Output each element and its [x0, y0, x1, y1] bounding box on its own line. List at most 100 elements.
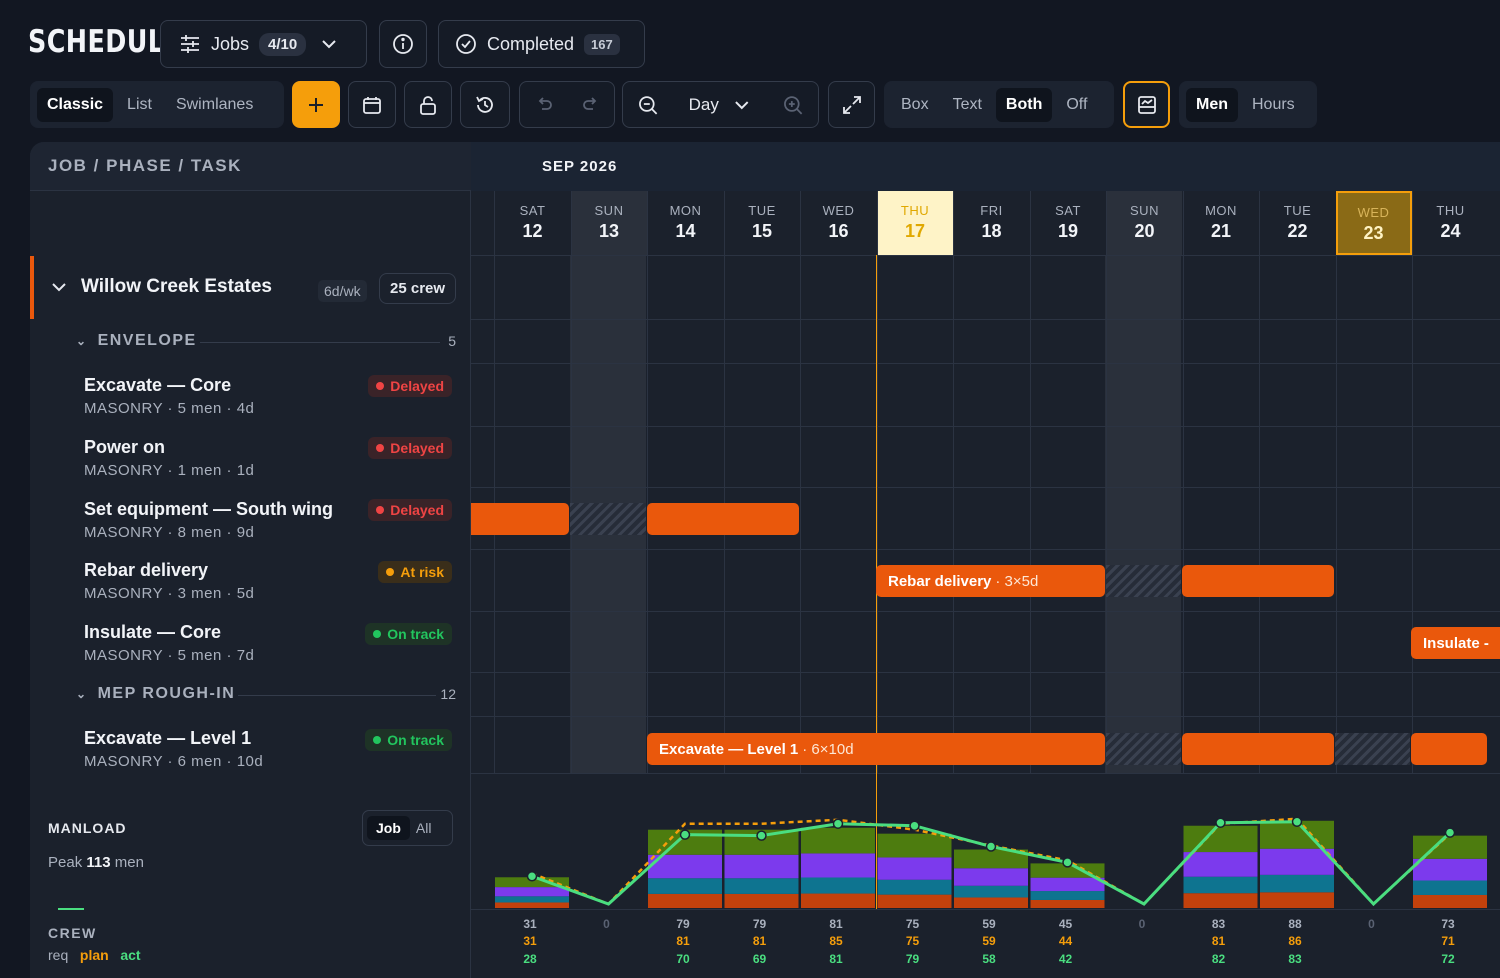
day-number: 13: [598, 221, 620, 241]
view-list[interactable]: List: [127, 95, 152, 113]
chevron-down-icon: [322, 40, 336, 49]
status-badge: Delayed: [368, 499, 452, 521]
job-row[interactable]: Willow Creek Estates 6d/wk 25 crew: [30, 256, 471, 319]
manload-panel-button[interactable]: [1123, 81, 1170, 128]
day-number: 12: [522, 221, 543, 241]
completed-toggle[interactable]: Completed 167: [438, 20, 645, 68]
add-button[interactable]: [292, 81, 340, 128]
day-header-cell[interactable]: MON 21: [1182, 191, 1259, 255]
task-bar[interactable]: [1182, 733, 1334, 765]
task-bar-insulate[interactable]: Insulate -: [1411, 627, 1500, 659]
crew-req-value: 45: [1058, 917, 1073, 931]
view-classic[interactable]: Classic: [37, 87, 114, 122]
crew-req-value: 79: [676, 917, 690, 931]
chevron-down-icon: [735, 100, 749, 109]
jobs-label: Jobs: [211, 33, 250, 54]
label-both[interactable]: Both: [995, 87, 1053, 122]
label-text[interactable]: Text: [952, 95, 982, 113]
zoom-out-icon[interactable]: [637, 94, 659, 116]
actual-point: [526, 870, 538, 882]
row-divider: [30, 426, 1500, 427]
manload-bar-segment: [1413, 858, 1487, 881]
scope-job[interactable]: Job: [367, 816, 410, 840]
label-off[interactable]: Off: [1066, 95, 1088, 113]
task-bar[interactable]: [647, 503, 799, 535]
redo-icon[interactable]: [580, 94, 602, 116]
status-badge: Delayed: [368, 375, 452, 397]
scope-all[interactable]: All: [415, 820, 432, 836]
day-gridline: [1029, 255, 1031, 773]
phase-name: MEP ROUGH-IN: [97, 685, 236, 702]
day-header-cell[interactable]: THU 17: [876, 191, 953, 255]
phase-row-envelope[interactable]: ⌄ ENVELOPE: [76, 332, 197, 350]
manload-bar-segment: [648, 893, 722, 908]
day-header-cell[interactable]: THU 24: [1412, 191, 1488, 255]
zoom-in-icon[interactable]: [782, 94, 804, 116]
manload-bar-segment: [1413, 835, 1487, 859]
row-divider: [30, 909, 1500, 910]
day-name: MON: [1205, 203, 1237, 218]
view-swimlanes[interactable]: Swimlanes: [175, 95, 254, 113]
day-name: WED: [822, 203, 855, 218]
task-bar[interactable]: [1411, 733, 1487, 765]
label-box[interactable]: Box: [901, 95, 929, 113]
crew-legend: req plan act: [48, 947, 141, 963]
manload-bar-segment: [1183, 876, 1258, 894]
day-header-cell[interactable]: WED 16: [800, 191, 876, 255]
day-header-cell[interactable]: TUE 15: [723, 191, 800, 255]
phase-row-mep[interactable]: ⌄ MEP ROUGH-IN: [76, 685, 235, 703]
calendar-button[interactable]: [348, 81, 396, 128]
phase-name: ENVELOPE: [97, 332, 197, 349]
timeline-header: [471, 142, 1500, 191]
crew-req-value: 59: [982, 917, 996, 931]
task-list-panel: JOB / PHASE / TASK Willow Creek Estates …: [30, 142, 471, 978]
day-header-cell[interactable]: WED 23: [1335, 191, 1412, 255]
unit-hours[interactable]: Hours: [1252, 95, 1295, 113]
task-row[interactable]: Set equipment — South wing MASONRY · 8 m…: [84, 499, 333, 541]
task-bar[interactable]: [1182, 565, 1334, 597]
manload-bar-segment: [648, 878, 722, 894]
crew-title: CREW: [48, 925, 97, 941]
task-bar[interactable]: [471, 503, 569, 535]
lock-button[interactable]: [404, 81, 452, 128]
task-row[interactable]: Excavate — Core MASONRY · 5 men · 4d: [84, 375, 254, 417]
day-header-cell[interactable]: SAT 19: [1029, 191, 1106, 255]
day-header-cell[interactable]: SUN 20: [1106, 191, 1182, 255]
manload-bar-segment: [877, 833, 952, 858]
info-button[interactable]: [379, 20, 427, 68]
task-bar-excavate[interactable]: Excavate — Level 1 · 6×10d: [647, 733, 1105, 765]
day-gridline: [1335, 255, 1337, 773]
day-header-cell[interactable]: SUN 13: [570, 191, 647, 255]
fullscreen-button[interactable]: [828, 81, 875, 128]
zoom-level-select[interactable]: Day: [688, 94, 719, 114]
task-row[interactable]: Power on MASONRY · 1 men · 1d: [84, 437, 254, 479]
task-name: Excavate — Core: [84, 375, 232, 395]
day-name: TUE: [748, 203, 776, 218]
task-row[interactable]: Rebar delivery MASONRY · 3 men · 5d: [84, 560, 254, 602]
day-number: 15: [751, 221, 773, 241]
task-bar-rebar[interactable]: Rebar delivery · 3×5d: [876, 565, 1105, 597]
crew-act-value: 79: [905, 952, 920, 966]
day-number: 18: [981, 221, 1002, 241]
undo-icon[interactable]: [533, 94, 555, 116]
actual-point: [1291, 816, 1303, 827]
unit-men[interactable]: Men: [1186, 87, 1238, 122]
day-number: 24: [1440, 221, 1461, 241]
jobs-dropdown[interactable]: Jobs 4/10: [160, 20, 367, 68]
day-header-cell[interactable]: SAT 12: [494, 191, 570, 255]
history-button[interactable]: [460, 81, 510, 128]
row-divider: [30, 255, 1500, 256]
day-header-cell[interactable]: TUE 22: [1259, 191, 1335, 255]
task-row[interactable]: Excavate — Level 1 MASONRY · 6 men · 10d: [84, 728, 263, 770]
actual-point: [1062, 857, 1073, 868]
crew-plan-value: 86: [1288, 934, 1302, 948]
manload-bar-segment: [801, 893, 875, 908]
month-label: SEP 2026: [542, 158, 618, 175]
task-row[interactable]: Insulate — Core MASONRY · 5 men · 7d: [84, 622, 254, 664]
day-header-cell[interactable]: FRI 18: [953, 191, 1029, 255]
actual-point: [1215, 817, 1226, 828]
crew-act-value: 28: [523, 952, 537, 966]
manload-bar-segment: [724, 893, 799, 908]
day-header-cell[interactable]: MON 14: [647, 191, 723, 255]
chevron-down-icon[interactable]: [50, 278, 68, 296]
